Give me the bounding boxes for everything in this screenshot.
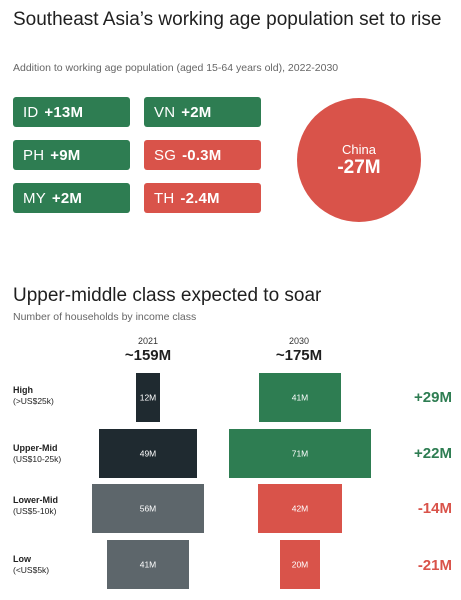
class-range: (>US$25k) (13, 396, 54, 406)
country-tile-vn: VN +2M (144, 97, 261, 127)
country-code: PH (23, 146, 45, 164)
bar-label-2021-high: 12M (140, 393, 157, 403)
country-tile-id: ID +13M (13, 97, 130, 127)
class-name: High (13, 385, 33, 395)
class-name: Lower-Mid (13, 495, 58, 505)
bar-2021-low (107, 540, 189, 589)
change-high: +29M (414, 389, 452, 406)
country-tile-sg: SG -0.3M (144, 140, 261, 170)
class-label-upper-mid: Upper-Mid (US$10-25k) (13, 443, 61, 465)
country-tile-my: MY +2M (13, 183, 130, 213)
country-value: +9M (50, 146, 81, 164)
bar-2021-lower-mid (92, 484, 204, 533)
change-upper-mid: +22M (414, 445, 452, 462)
bar-label-2021-low: 41M (140, 560, 157, 570)
income-class-title: Upper-middle class expected to soar (13, 285, 322, 306)
country-value: -0.3M (182, 146, 222, 164)
working-age-subtitle: Addition to working age population (aged… (13, 62, 339, 74)
bar-label-2021-lower-mid: 56M (140, 504, 157, 514)
country-code: ID (23, 103, 39, 121)
country-tile-th: TH -2.4M (144, 183, 261, 213)
country-code: SG (154, 146, 177, 164)
country-tile-ph: PH +9M (13, 140, 130, 170)
change-low: -21M (417, 557, 452, 574)
class-label-low: Low (<US$5k) (13, 554, 49, 576)
year-header-2021: 2021 ~159M (93, 336, 203, 365)
country-value: +2M (51, 189, 83, 207)
bar-2030-upper-mid (229, 429, 371, 478)
class-label-lower-mid: Lower-Mid (US$5-10k) (13, 495, 58, 517)
china-circle: China -27M (297, 98, 421, 222)
class-name: Low (13, 554, 31, 564)
china-label: China (342, 141, 376, 157)
year-label: 2030 (288, 336, 310, 346)
change-lower-mid: -14M (417, 500, 452, 517)
bar-2030-high (259, 373, 341, 422)
class-label-high: High (>US$25k) (13, 385, 54, 407)
year-total: ~175M (275, 347, 323, 364)
bar-label-2030-low: 20M (292, 560, 309, 570)
country-value: -2.4M (180, 189, 220, 207)
country-value: +2M (181, 103, 212, 121)
income-class-subtitle: Number of households by income class (13, 311, 197, 323)
year-label: 2021 (137, 336, 159, 346)
class-range: (<US$5k) (13, 565, 50, 575)
country-value: +13M (44, 103, 84, 121)
bar-label-2021-upper-mid: 49M (140, 449, 157, 459)
bar-label-2030-lower-mid: 42M (292, 504, 309, 514)
bar-2030-lower-mid (258, 484, 342, 533)
country-code: MY (23, 189, 46, 207)
class-name: Upper-Mid (13, 443, 58, 453)
china-value: -27M (337, 156, 381, 178)
year-header-2030: 2030 ~175M (244, 336, 354, 365)
working-age-title: Southeast Asia’s working age population … (13, 9, 442, 30)
bar-label-2030-high: 41M (292, 393, 309, 403)
bar-2030-low (280, 540, 320, 589)
country-code: VN (154, 103, 176, 121)
bar-2021-high (136, 373, 160, 422)
bar-label-2030-upper-mid: 71M (292, 449, 309, 459)
class-range: (US$5-10k) (13, 506, 57, 516)
class-range: (US$10-25k) (13, 454, 62, 464)
year-total: ~159M (124, 347, 172, 364)
bar-2021-upper-mid (99, 429, 197, 478)
country-code: TH (154, 189, 175, 207)
